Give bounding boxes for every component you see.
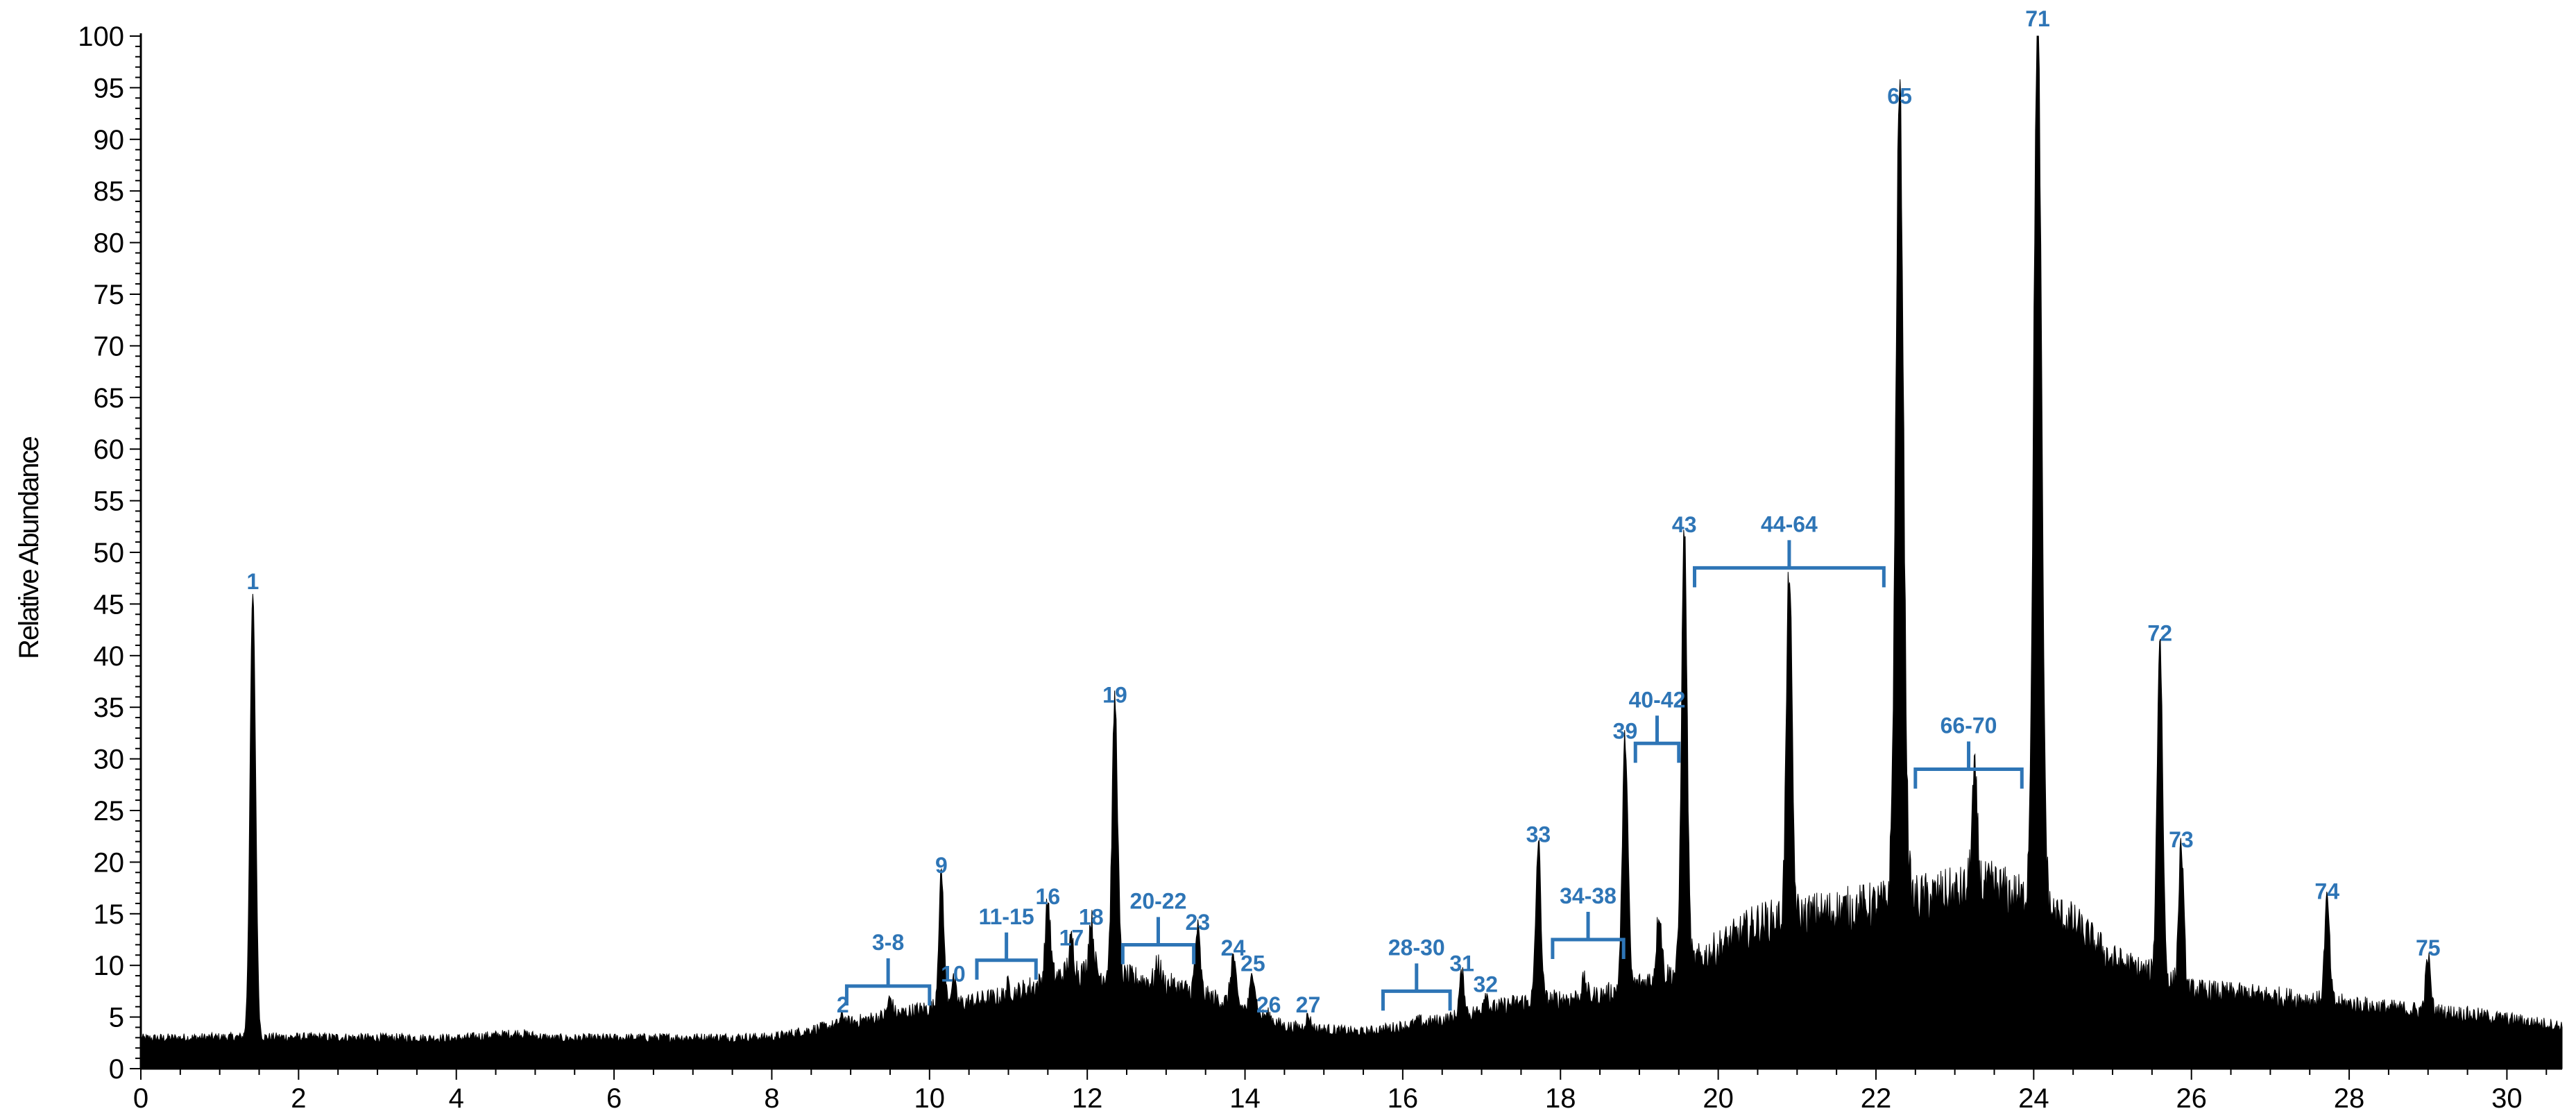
peak-label-23: 23: [1186, 910, 1211, 935]
y-tick-label: 20: [94, 847, 125, 878]
bracket-44-64: [1693, 540, 1886, 588]
y-tick-label: 55: [94, 486, 125, 517]
y-tick-label: 30: [94, 745, 125, 775]
peak-label-27: 27: [1296, 992, 1321, 1017]
bracket-28-30: [1381, 963, 1452, 1011]
x-tick-label: 4: [449, 1083, 464, 1114]
chromatogram-trace: [140, 35, 2563, 1069]
peak-label-32: 32: [1473, 971, 1498, 996]
y-tick-label: 65: [94, 383, 125, 414]
peak-group-brackets: [844, 540, 2024, 1011]
peak-label-16: 16: [1036, 884, 1061, 909]
peak-label-74: 74: [2314, 879, 2339, 903]
y-tick-label: 70: [94, 331, 125, 362]
y-tick-label: 75: [94, 280, 125, 310]
peak-label-71: 71: [2025, 6, 2050, 31]
y-tick-label: 80: [94, 228, 125, 259]
y-tick-label: 95: [94, 73, 125, 103]
peak-label-34-38: 34-38: [1560, 883, 1617, 908]
x-axis: 0 2 4 6 8 10 12 14 16 18 20 22 24 26 28 30: [133, 1067, 2562, 1114]
peak-label-28-30: 28-30: [1388, 935, 1445, 960]
bracket-34-38: [1551, 912, 1626, 959]
x-tick-label: 24: [2018, 1083, 2049, 1114]
peak-label-25: 25: [1240, 951, 1265, 976]
peak-label-73: 73: [2169, 827, 2194, 852]
x-tick-label: 20: [1703, 1083, 1734, 1114]
y-tick-label: 100: [78, 22, 124, 52]
y-tick-label: 5: [109, 1003, 124, 1033]
bracket-3-8: [844, 958, 932, 1006]
peak-label-24: 24: [1221, 935, 1246, 960]
x-tick-label: 2: [291, 1083, 306, 1114]
x-tick-label: 22: [1861, 1083, 1892, 1114]
x-tick-label: 26: [2176, 1083, 2207, 1114]
peak-label-20-22: 20-22: [1130, 888, 1187, 913]
peak-label-11-15: 11-15: [979, 904, 1034, 929]
y-tick-label: 45: [94, 589, 125, 620]
bracket-20-22: [1120, 917, 1196, 965]
x-tick-label: 10: [914, 1083, 946, 1114]
peak-label-75: 75: [2416, 935, 2441, 960]
peak-label-72: 72: [2147, 620, 2172, 645]
peak-label-18: 18: [1079, 905, 1104, 930]
peak-label-33: 33: [1526, 822, 1551, 847]
y-tick-label: 35: [94, 693, 125, 723]
y-tick-label: 90: [94, 125, 125, 155]
x-tick-label: 12: [1072, 1083, 1103, 1114]
peak-label-19: 19: [1102, 683, 1127, 708]
bracket-11-15: [975, 932, 1038, 980]
x-tick-label: 30: [2491, 1083, 2523, 1114]
x-tick-label: 18: [1545, 1083, 1576, 1114]
x-tick-label: 0: [133, 1083, 148, 1114]
y-tick-label: 40: [94, 641, 125, 672]
y-tick-label: 60: [94, 434, 125, 465]
y-tick-label: 10: [94, 951, 125, 981]
bracket-66-70: [1913, 741, 2024, 789]
peak-label-39: 39: [1613, 719, 1638, 744]
y-tick-label: 15: [94, 899, 125, 930]
x-tick-label: 8: [764, 1083, 779, 1114]
x-tick-label: 14: [1229, 1083, 1261, 1114]
y-tick-label: 25: [94, 796, 125, 826]
peak-label-9: 9: [935, 853, 948, 878]
peak-label-3-8: 3-8: [872, 930, 904, 955]
y-tick-label: 85: [94, 176, 125, 207]
peak-label-66-70: 66-70: [1940, 713, 1997, 738]
peak-label-43: 43: [1672, 512, 1697, 537]
peak-label-1: 1: [247, 569, 259, 594]
x-tick-label: 16: [1388, 1083, 1419, 1114]
peak-label-65: 65: [1887, 84, 1912, 109]
y-tick-label: 0: [109, 1054, 124, 1085]
x-tick-label: 28: [2334, 1083, 2365, 1114]
peak-label-40-42: 40-42: [1629, 687, 1686, 712]
peak-label-10: 10: [941, 961, 966, 986]
peak-label-26: 26: [1256, 992, 1281, 1017]
bracket-40-42: [1633, 715, 1681, 763]
y-axis: 0 5 10 15 20 25 30 35 40 45 50 55 60 65 70 75 80 85 90 95 10…: [78, 22, 142, 1085]
peak-label-44-64: 44-64: [1761, 511, 1818, 536]
y-axis-title: Relative Abundance: [14, 436, 44, 659]
peak-label-31: 31: [1449, 951, 1474, 976]
x-tick-label: 6: [606, 1083, 622, 1114]
y-tick-label: 50: [94, 538, 125, 568]
peak-label-2: 2: [837, 992, 849, 1017]
peak-label-17: 17: [1059, 925, 1084, 950]
